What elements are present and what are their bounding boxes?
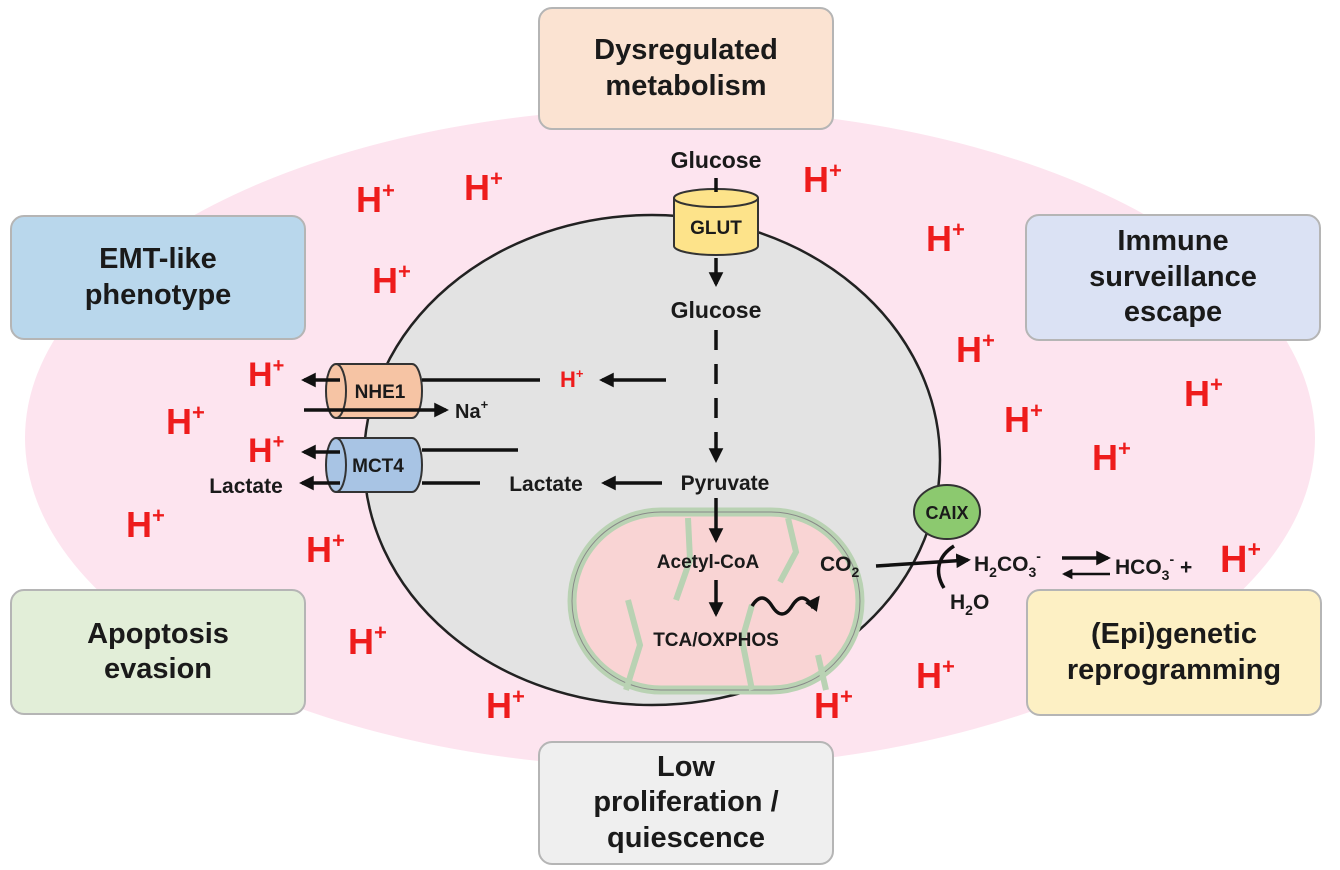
molecule-labels: Glucose Glucose Pyruvate Lactate Lactate… <box>209 147 1192 651</box>
sodium-label: Na+ <box>455 397 489 423</box>
proton-label: H+ <box>486 684 525 726</box>
emt-line: EMT-like <box>99 243 217 276</box>
glucose-outside-label: Glucose <box>671 147 762 173</box>
acetyl-coa-label: Acetyl-CoA <box>657 552 760 573</box>
box-dysregulated-metabolism: Dysregulated metabolism <box>538 7 834 130</box>
epigenetic-line: (Epi)genetic <box>1091 618 1257 651</box>
immune-line: Immune <box>1117 225 1229 258</box>
apoptosis-line: evasion <box>104 653 212 685</box>
water-label: H2O <box>950 591 989 618</box>
proton-label: H+ <box>248 431 284 470</box>
epigenetic-line: reprogramming <box>1066 653 1282 686</box>
emt-line: phenotype <box>84 278 232 311</box>
proton-label: H+ <box>464 166 503 208</box>
bicarbonate-label: HCO3- + <box>1115 551 1192 583</box>
proton-label: H+ <box>803 158 842 200</box>
apoptosis-line: Apoptosis <box>87 617 229 650</box>
proton-label: H+ <box>372 259 411 301</box>
proton-label: H+ <box>1184 372 1223 414</box>
co2-to-h2co3-arrow <box>875 553 971 569</box>
proton-label: H+ <box>926 217 965 259</box>
box-epigenetic-reprogramming: (Epi)genetic reprogramming <box>1026 589 1322 716</box>
proton-labels: H+ H+H+H+H+H+H+H+H+H+H+H+H+H+H+H+ H+H+H+H+ <box>126 158 1261 726</box>
proliferation-line: proliferation / <box>593 786 779 819</box>
box-immune-surveillance-escape: Immune surveillance escape <box>1025 214 1321 341</box>
lactate-outside-label: Lactate <box>209 475 283 498</box>
proton-label: H+ <box>560 366 584 392</box>
glut-transporter[interactable]: GLUT <box>673 188 759 256</box>
nhe1-label: NHE1 <box>355 382 406 403</box>
mct4-label: MCT4 <box>352 456 404 477</box>
h2co3-label: H2CO3- <box>974 548 1041 580</box>
glucose-inside-label: Glucose <box>671 297 762 323</box>
lactate-inside-label: Lactate <box>509 473 583 496</box>
box-emt-like-phenotype: EMT-like phenotype <box>10 215 306 340</box>
proton-label: H+ <box>916 654 955 696</box>
proton-label: H+ <box>248 355 284 394</box>
tca-co2-wavy-arrow <box>750 595 820 616</box>
proliferation-line: quiescence <box>607 821 765 854</box>
proton-label: H+ <box>306 528 345 570</box>
co2-label: CO2 <box>820 553 860 580</box>
metabolism-line: metabolism <box>605 69 767 102</box>
proton-label: H+ <box>956 328 995 370</box>
glut-label: GLUT <box>690 218 742 239</box>
proton-label: H+ <box>1220 536 1261 581</box>
proton-label: H+ <box>356 178 395 220</box>
proton-label: H+ <box>1004 398 1043 440</box>
pathway-arrows <box>299 178 1111 617</box>
proliferation-line: Low <box>657 750 715 783</box>
mct4-transporter[interactable]: MCT4 <box>325 437 423 493</box>
proton-label: H+ <box>348 620 387 662</box>
proton-label: H+ <box>1092 436 1131 478</box>
tca-oxphos-label: TCA/OXPHOS <box>653 630 779 651</box>
pyruvate-label: Pyruvate <box>681 472 770 495</box>
metabolism-line: Dysregulated <box>594 34 778 67</box>
immune-line: escape <box>1123 296 1223 329</box>
immune-line: surveillance <box>1089 260 1257 293</box>
proton-label: H+ <box>126 503 165 545</box>
caix-enzyme[interactable]: CAIX <box>913 484 981 540</box>
water-input-curve <box>936 544 955 589</box>
box-low-proliferation-quiescence: Low proliferation / quiescence <box>538 741 834 865</box>
proton-label: H+ <box>814 684 853 726</box>
box-apoptosis-evasion: Apoptosis evasion <box>10 589 306 715</box>
proton-label: H+ <box>166 400 205 442</box>
nhe1-transporter[interactable]: NHE1 <box>325 363 423 419</box>
caix-label: CAIX <box>925 503 968 523</box>
